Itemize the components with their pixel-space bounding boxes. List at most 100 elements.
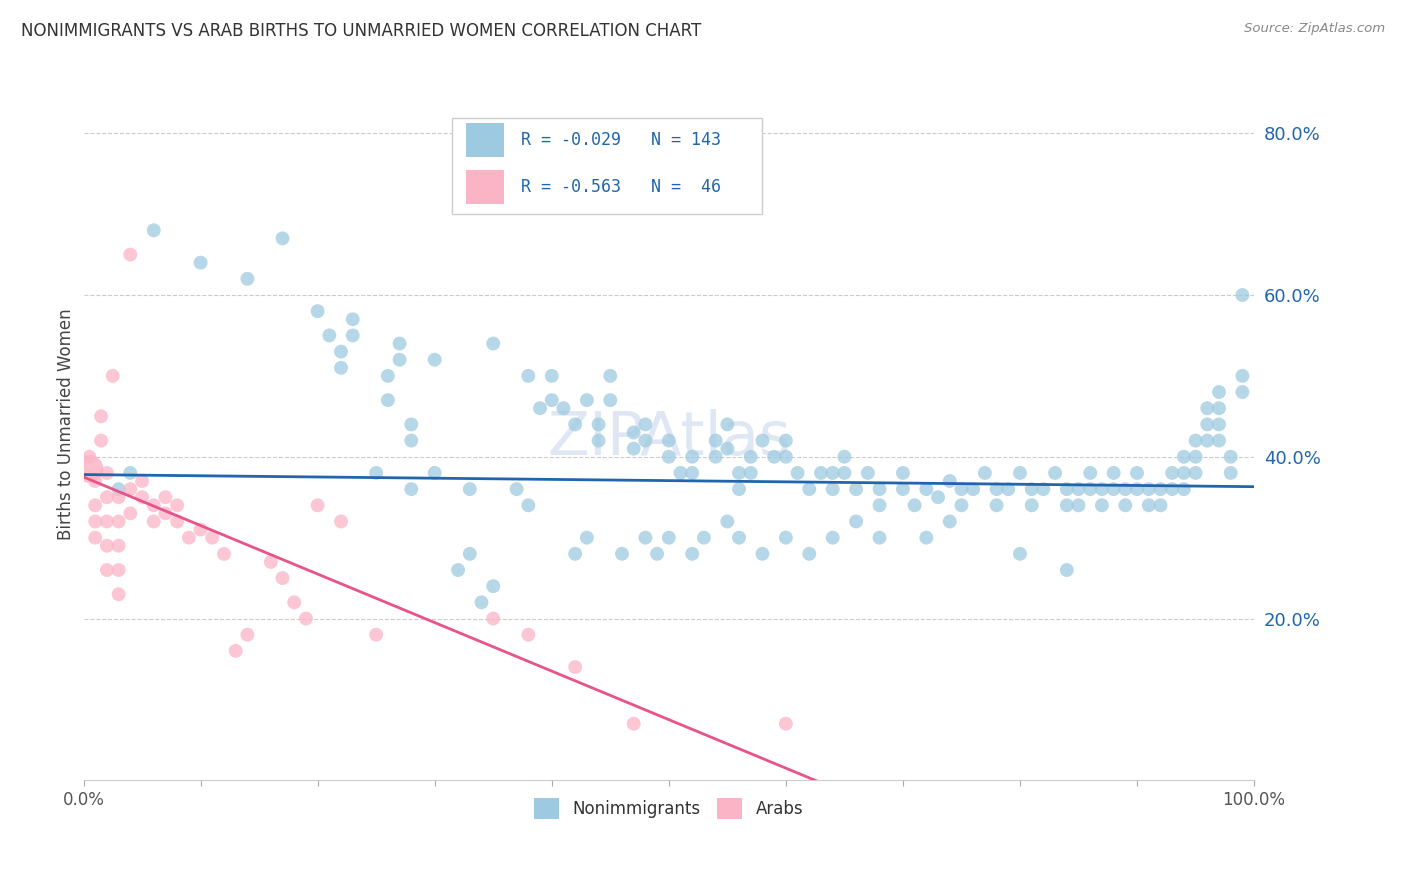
Point — [96, 515, 118, 529]
Point — [1056, 563, 1078, 577]
Point — [1114, 482, 1136, 496]
Point — [588, 434, 610, 448]
Point — [634, 434, 657, 448]
Point — [190, 523, 212, 537]
Text: NONIMMIGRANTS VS ARAB BIRTHS TO UNMARRIED WOMEN CORRELATION CHART: NONIMMIGRANTS VS ARAB BIRTHS TO UNMARRIE… — [21, 22, 702, 40]
Point — [517, 498, 540, 512]
Point — [423, 352, 446, 367]
Point — [938, 474, 960, 488]
Point — [107, 515, 129, 529]
Point — [1208, 385, 1230, 400]
Point — [1056, 498, 1078, 512]
Point — [938, 515, 960, 529]
Point — [236, 628, 259, 642]
Point — [1078, 466, 1101, 480]
Point — [342, 328, 364, 343]
Point — [962, 482, 984, 496]
Point — [1161, 482, 1184, 496]
Point — [79, 462, 101, 476]
Point — [1126, 466, 1149, 480]
Point — [96, 490, 118, 504]
Point — [1173, 482, 1195, 496]
Point — [482, 336, 505, 351]
Point — [423, 466, 446, 480]
Point — [950, 498, 973, 512]
Point — [716, 417, 738, 432]
Bar — [467, 123, 503, 158]
Legend: Nonimmigrants, Arabs: Nonimmigrants, Arabs — [527, 792, 810, 825]
Point — [1021, 498, 1043, 512]
Point — [681, 450, 703, 464]
Point — [529, 401, 551, 416]
Point — [142, 498, 165, 512]
Point — [950, 482, 973, 496]
Point — [1091, 482, 1114, 496]
Point — [107, 539, 129, 553]
Point — [155, 507, 177, 521]
Point — [740, 450, 762, 464]
Point — [330, 360, 353, 375]
Point — [505, 482, 527, 496]
Point — [658, 434, 681, 448]
Point — [1043, 466, 1066, 480]
Point — [1197, 434, 1219, 448]
Point — [891, 482, 914, 496]
Point — [401, 482, 423, 496]
Point — [307, 304, 329, 318]
Point — [728, 466, 751, 480]
Point — [540, 393, 562, 408]
Point — [775, 531, 797, 545]
Point — [599, 368, 621, 383]
Point — [1078, 482, 1101, 496]
Text: R = -0.029   N = 143: R = -0.029 N = 143 — [522, 131, 721, 149]
Point — [1232, 385, 1254, 400]
Point — [318, 328, 340, 343]
Point — [517, 628, 540, 642]
Point — [84, 531, 107, 545]
Point — [869, 531, 891, 545]
Point — [1197, 417, 1219, 432]
Point — [834, 466, 856, 480]
Point — [107, 563, 129, 577]
Text: ZIPAtlas: ZIPAtlas — [547, 409, 790, 468]
Point — [1208, 417, 1230, 432]
Point — [1102, 466, 1125, 480]
Point — [283, 595, 305, 609]
Point — [96, 466, 118, 480]
Point — [1219, 450, 1241, 464]
Point — [1137, 482, 1160, 496]
Point — [799, 482, 821, 496]
Point — [575, 393, 598, 408]
Point — [401, 417, 423, 432]
Point — [716, 515, 738, 529]
Point — [564, 417, 586, 432]
Point — [751, 547, 773, 561]
Point — [458, 482, 481, 496]
Point — [763, 450, 786, 464]
Point — [1232, 368, 1254, 383]
Point — [1056, 482, 1078, 496]
Point — [166, 515, 188, 529]
Point — [388, 352, 411, 367]
Point — [869, 498, 891, 512]
Point — [131, 474, 153, 488]
Point — [891, 466, 914, 480]
Point — [142, 223, 165, 237]
Point — [915, 482, 938, 496]
Point — [821, 466, 844, 480]
Point — [986, 498, 1008, 512]
Point — [1102, 482, 1125, 496]
Point — [553, 401, 575, 416]
Point — [1008, 547, 1031, 561]
Point — [786, 466, 808, 480]
Point — [540, 368, 562, 383]
Point — [658, 450, 681, 464]
Point — [645, 547, 668, 561]
Point — [693, 531, 716, 545]
Point — [634, 531, 657, 545]
Point — [131, 490, 153, 504]
Point — [1114, 498, 1136, 512]
Point — [834, 450, 856, 464]
Point — [1219, 466, 1241, 480]
Point — [799, 547, 821, 561]
